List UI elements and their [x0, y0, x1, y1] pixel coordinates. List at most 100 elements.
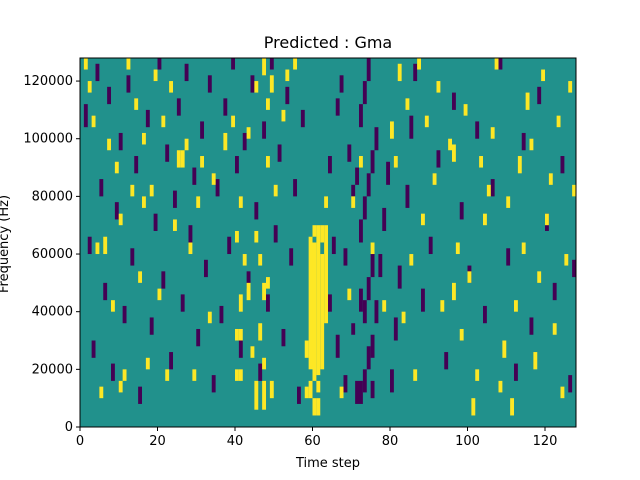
plot-frame — [79, 57, 577, 428]
heatmap-cell-high — [436, 81, 441, 93]
y-tick-label: 120000 — [23, 74, 73, 89]
plot-area — [80, 58, 577, 427]
heatmap-cell-high — [169, 81, 174, 93]
heatmap-cell-high — [126, 58, 131, 70]
heatmap-cell-high — [192, 369, 197, 381]
heatmap-cell-high — [502, 340, 507, 358]
x-tick-label: 80 — [382, 434, 399, 449]
heatmap-cell-low — [246, 271, 251, 289]
heatmap-cell-high — [235, 369, 239, 381]
heatmap-cell-low — [514, 363, 518, 381]
y-axis: 0 20000 40000 60000 80000 100000 120000 — [23, 74, 80, 435]
heatmap-cell-high — [207, 311, 212, 324]
heatmap-cell-high — [370, 242, 375, 255]
y-axis-label: Frequency (Hz) — [0, 195, 12, 293]
heatmap-cell-low — [483, 305, 487, 324]
heatmap-cell-high — [134, 98, 139, 110]
heatmap-cell-low — [103, 282, 108, 301]
x-axis-label: Time step — [295, 456, 360, 471]
heatmap-cell-high — [308, 380, 313, 399]
heatmap-cell-low — [498, 58, 503, 70]
heatmap-cell-low — [277, 144, 282, 162]
heatmap-cell-low — [211, 375, 216, 393]
heatmap-cell-low — [95, 63, 100, 82]
heatmap-cell-low — [366, 173, 371, 197]
heatmap-cell-high — [471, 398, 476, 416]
heatmap-cell-high — [176, 150, 181, 168]
heatmap-cell-low — [107, 86, 112, 105]
heatmap-cell-high — [440, 300, 445, 312]
heatmap-cell-high — [514, 300, 518, 312]
heatmap-cell-low — [207, 75, 212, 93]
heatmap-cell-low — [331, 236, 336, 255]
heatmap-cell-high — [483, 213, 487, 226]
heatmap-cell-high — [525, 92, 530, 110]
heatmap-cell-high — [262, 282, 267, 301]
heatmap-cell-high — [91, 115, 96, 128]
heatmap-cell-high — [316, 380, 321, 393]
heatmap-cell-low — [405, 184, 410, 208]
heatmap-cell-high — [258, 254, 263, 266]
heatmap-cell-high — [122, 369, 127, 381]
heatmap-cell-high — [269, 380, 274, 399]
heatmap-cell-low — [490, 179, 495, 197]
heatmap-cell-low — [300, 109, 305, 128]
heatmap-cell-low — [444, 352, 449, 370]
heatmap-cell-high — [107, 138, 112, 151]
y-tick-label: 0 — [65, 420, 73, 435]
heatmap-cell-high — [130, 184, 135, 197]
heatmap-cell-high — [293, 58, 298, 70]
heatmap-cell-low — [409, 115, 414, 139]
heatmap-cell-low — [370, 380, 375, 399]
heatmap-cell-low — [436, 150, 441, 168]
heatmap-cell-low — [366, 58, 371, 82]
heatmap-cell-high — [560, 386, 565, 399]
heatmap-cell-high — [238, 369, 243, 381]
x-tick-label: 120 — [533, 434, 558, 449]
heatmap-cell-low — [355, 380, 360, 404]
heatmap-cell-high — [231, 115, 236, 128]
heatmap-cell-high — [401, 311, 406, 324]
heatmap-cell-high — [254, 81, 259, 93]
heatmap-cell-high — [393, 156, 398, 168]
heatmap-cell-low — [297, 386, 301, 404]
heatmap-cell-high — [417, 58, 422, 70]
heatmap-cell-high — [180, 150, 185, 168]
heatmap-cell-high — [235, 230, 239, 243]
heatmap-cell-high — [424, 115, 429, 128]
heatmap-cell-low — [126, 75, 131, 93]
heatmap-cell-high — [304, 340, 309, 358]
heatmap-cell-low — [552, 282, 557, 301]
heatmap-cell-low — [293, 179, 298, 197]
heatmap-cell-high — [405, 98, 410, 110]
heatmap-cell-high — [316, 225, 321, 376]
heatmap-cell-low — [343, 248, 348, 266]
heatmap-cell-high — [196, 196, 201, 208]
heatmap-cell-low — [355, 167, 360, 185]
heatmap-cell-high — [312, 242, 317, 381]
heatmap-cell-high — [324, 225, 329, 324]
heatmap-cell-high — [541, 69, 546, 82]
x-tick-label: 0 — [76, 434, 84, 449]
heatmap-cell-high — [463, 104, 468, 116]
heatmap-cell-low — [250, 75, 255, 93]
heatmap-cell-high — [153, 69, 158, 82]
y-tick-label: 40000 — [32, 305, 73, 320]
heatmap-cell-high — [118, 213, 123, 226]
heatmap-cell-high — [266, 156, 270, 168]
x-tick-label: 60 — [304, 434, 321, 449]
x-axis: 0 20 40 60 80 100 120 — [76, 427, 558, 449]
heatmap-cell-low — [118, 132, 123, 151]
heatmap-cell-high — [455, 242, 460, 255]
heatmap-cell-high — [184, 138, 189, 151]
heatmap-cell-low — [335, 98, 340, 116]
heatmap-cell-high — [421, 213, 425, 226]
heatmap-cell-low — [266, 294, 270, 312]
heatmap-cell-high — [359, 156, 363, 168]
heatmap-cell-high — [510, 398, 515, 416]
heatmap-cell-high — [494, 58, 499, 70]
heatmap-cell-low — [223, 98, 228, 116]
heatmap-cell-low — [378, 254, 383, 278]
heatmap-cell-high — [320, 254, 325, 370]
heatmap-cell-high — [448, 138, 453, 151]
